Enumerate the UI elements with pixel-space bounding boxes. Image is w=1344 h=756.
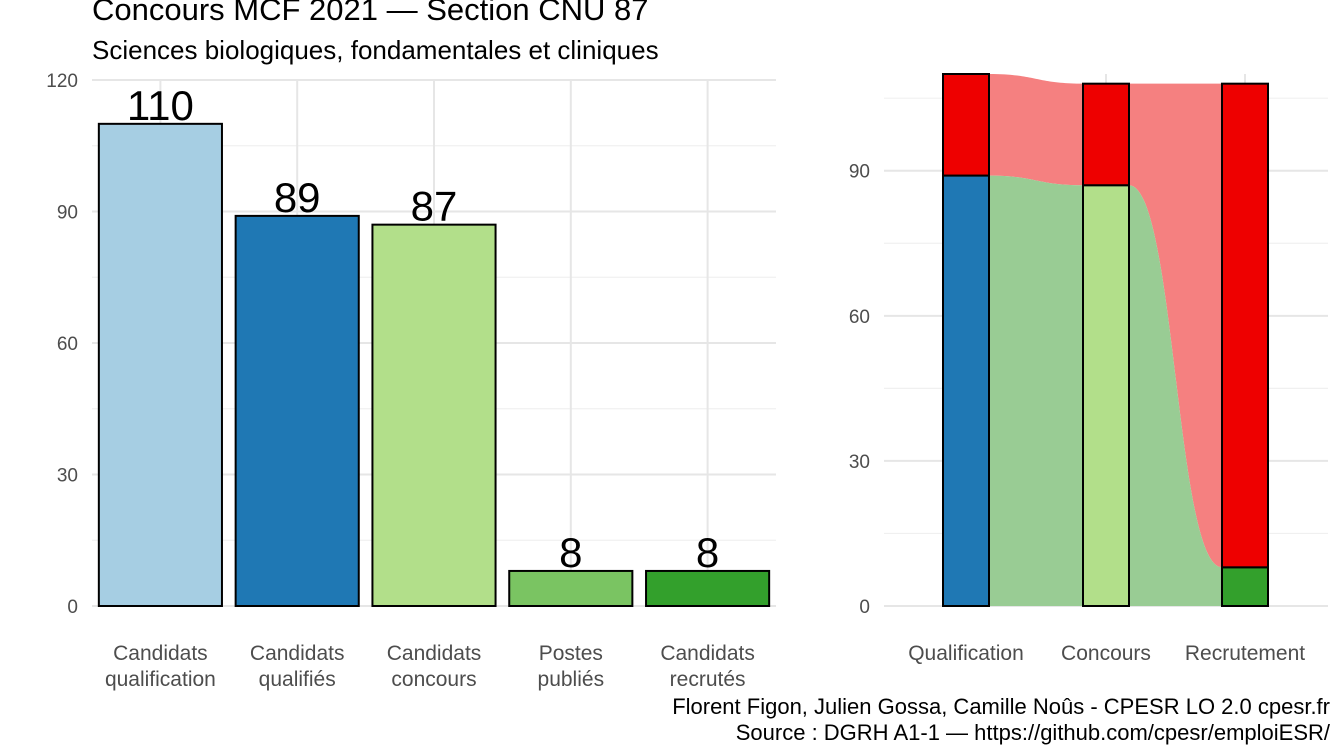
bar-value-label: 87: [411, 183, 458, 230]
x-category-label: recrutés: [670, 668, 746, 691]
bar-chart: 0 30 60 90 120 110 Candidats qualification 89 Can…: [46, 71, 776, 691]
alluvial-chart: 0 30 60 90 Qualification Concours Recrutement: [849, 73, 1328, 665]
y-tick-label: 90: [57, 203, 78, 224]
stage-segment: [1082, 82, 1130, 187]
bar: [371, 223, 497, 607]
bar: [508, 569, 634, 608]
y-tick-label: 60: [849, 307, 870, 328]
x-category-label: concours: [391, 668, 476, 691]
y-tick-label: 90: [849, 162, 870, 183]
stage-segment: [1082, 184, 1130, 607]
x-category-label: qualification: [105, 668, 216, 691]
stage-label: Qualification: [908, 642, 1024, 665]
flow-rejected: [989, 74, 1083, 186]
chart-title: Concours MCF 2021 — Section CNU 87: [92, 0, 649, 27]
flow-success: [989, 175, 1083, 606]
x-category-label: Candidats: [250, 642, 345, 665]
x-category-label: Postes: [539, 642, 603, 665]
stage-segment: [1221, 566, 1269, 607]
credits-authors: Florent Figon, Julien Gossa, Camille Noû…: [672, 694, 1330, 719]
bar-value-label: 110: [127, 82, 194, 129]
y-tick-label: 60: [57, 334, 78, 355]
bar: [234, 214, 360, 607]
y-tick-label: 30: [849, 452, 870, 473]
stage-segment: [942, 174, 990, 607]
x-category-label: Candidats: [387, 642, 482, 665]
x-category-label: qualifiés: [259, 668, 336, 691]
y-tick-label: 30: [57, 466, 78, 487]
bar-value-label: 8: [696, 529, 719, 576]
x-category-label: publiés: [538, 668, 605, 691]
stage-segment: [942, 73, 990, 177]
x-category-label: Candidats: [660, 642, 755, 665]
bar-value-label: 89: [274, 174, 321, 221]
bar: [97, 122, 223, 607]
stage-label: Recrutement: [1185, 642, 1305, 665]
bar-value-label: 8: [559, 529, 582, 576]
stage-label: Concours: [1061, 642, 1151, 665]
chart-subtitle: Sciences biologiques, fondamentales et c…: [92, 35, 659, 65]
flow-rejected: [1129, 83, 1222, 568]
y-tick-label: 120: [46, 71, 78, 92]
flow-success: [1129, 185, 1222, 606]
stage-segment: [1221, 82, 1269, 569]
bar: [645, 569, 771, 608]
credits-source: Source : DGRH A1-1 — https://github.com/…: [735, 720, 1330, 745]
x-category-label: Candidats: [113, 642, 208, 665]
y-tick-label: 0: [67, 597, 78, 618]
credits: Florent Figon, Julien Gossa, Camille Noû…: [672, 694, 1330, 746]
y-tick-label: 0: [859, 597, 870, 618]
